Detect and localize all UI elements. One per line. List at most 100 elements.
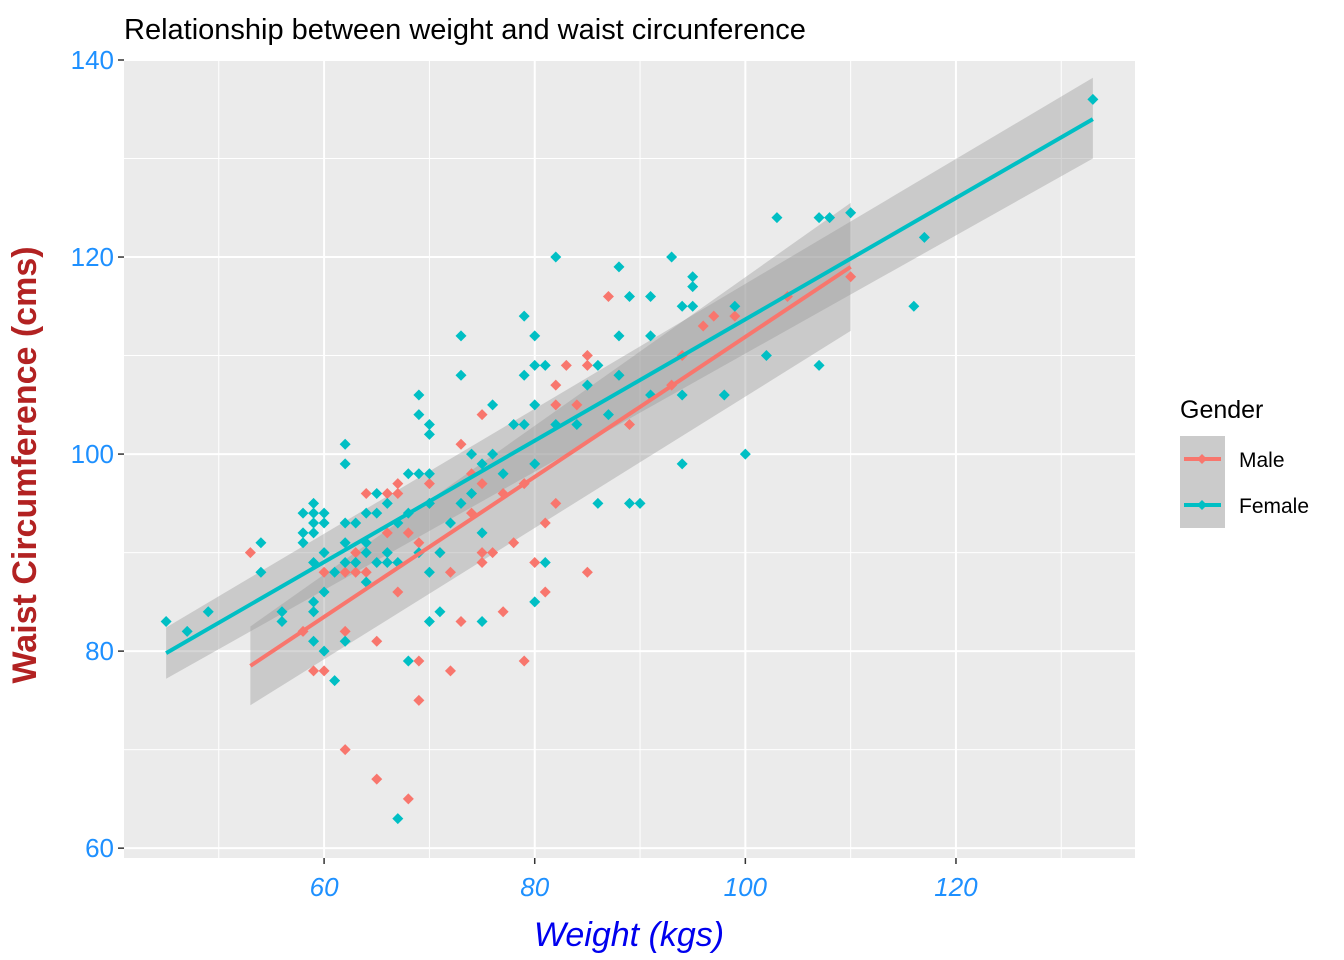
legend-title: Gender <box>1180 396 1263 424</box>
data-point-female <box>613 261 625 273</box>
data-point-male <box>244 547 256 559</box>
data-point-female <box>529 359 541 371</box>
data-point-male <box>539 586 551 598</box>
data-point-female <box>529 458 541 470</box>
data-point-male <box>402 793 414 805</box>
data-point-female <box>487 448 499 460</box>
data-point-female <box>413 409 425 421</box>
data-point-female <box>602 409 614 421</box>
legend: Gender Male Female <box>1180 396 1309 528</box>
data-point-female <box>318 507 330 519</box>
data-point-female <box>350 556 362 568</box>
y-tick-label: 80 <box>85 636 114 666</box>
data-point-female <box>350 517 362 529</box>
data-point-female <box>613 330 625 342</box>
data-point-female <box>297 537 309 549</box>
data-point-female <box>392 813 404 825</box>
data-point-female <box>760 350 772 362</box>
data-point-female <box>297 507 309 519</box>
data-point-female <box>581 379 593 391</box>
data-point-male <box>487 547 499 559</box>
data-point-female <box>918 231 930 243</box>
data-point-female <box>339 438 351 450</box>
data-point-male <box>845 271 857 283</box>
data-point-female <box>518 419 530 431</box>
data-point-female <box>308 517 320 529</box>
data-point-female <box>255 537 267 549</box>
data-point-female <box>308 497 320 509</box>
data-point-male <box>476 409 488 421</box>
data-point-female <box>476 458 488 470</box>
data-point-male <box>371 773 383 785</box>
data-point-male <box>560 359 572 371</box>
data-point-female <box>434 547 446 559</box>
data-point-male <box>371 635 383 647</box>
data-point-male <box>624 419 635 431</box>
data-point-male <box>392 586 404 598</box>
data-point-female <box>371 556 383 568</box>
data-point-female <box>339 458 351 470</box>
data-point-male <box>476 556 488 568</box>
data-point-female <box>413 468 425 480</box>
data-point-female <box>339 517 351 529</box>
data-point-female <box>666 251 678 263</box>
data-point-female <box>381 497 393 509</box>
data-point-female <box>571 419 583 431</box>
data-point-female <box>676 300 688 312</box>
data-point-male <box>381 487 393 499</box>
y-tick-label: 100 <box>71 439 114 469</box>
data-point-female <box>318 586 330 598</box>
data-point-female <box>455 330 467 342</box>
x-tick-label: 120 <box>934 872 978 902</box>
data-point-female <box>360 547 372 559</box>
data-point-male <box>539 517 551 529</box>
data-point-male <box>339 744 351 756</box>
data-point-male <box>518 655 530 667</box>
y-axis-label: Waist Circumference (cms) <box>6 246 44 683</box>
data-point-female <box>381 556 393 568</box>
data-point-female <box>308 606 320 618</box>
data-point-male <box>413 694 425 706</box>
data-point-male <box>308 665 320 677</box>
data-point-female <box>687 300 699 312</box>
data-point-female <box>423 419 435 431</box>
data-point-male <box>729 310 741 322</box>
data-point-female <box>529 330 541 342</box>
data-point-female <box>339 537 351 549</box>
data-point-male <box>360 566 372 578</box>
data-point-female <box>423 468 435 480</box>
data-point-female <box>729 300 741 312</box>
data-point-female <box>381 547 393 559</box>
data-point-male <box>529 556 541 568</box>
data-point-female <box>339 556 351 568</box>
legend-label-male: Male <box>1239 449 1285 472</box>
fit-lines <box>165 117 1094 668</box>
x-tick-label: 60 <box>310 872 339 902</box>
data-point-female <box>318 547 330 559</box>
data-point-male <box>318 665 330 677</box>
data-point-male <box>402 527 414 539</box>
data-point-female <box>539 556 551 568</box>
data-point-female <box>413 389 425 401</box>
data-point-female <box>371 507 383 519</box>
data-point-female <box>613 369 625 381</box>
data-point-male <box>339 625 351 637</box>
x-axis: 60 80 100 120 <box>310 858 978 902</box>
data-point-female <box>624 290 635 302</box>
data-point-female <box>423 616 435 628</box>
data-point-female <box>539 359 551 371</box>
data-point-male <box>581 359 593 371</box>
fit-line-male <box>249 265 852 668</box>
data-point-male <box>581 350 593 362</box>
fit-line-female <box>165 117 1094 655</box>
data-point-female <box>824 212 836 224</box>
data-point-male <box>381 527 393 539</box>
data-point-female <box>1087 93 1099 105</box>
data-point-female <box>402 468 414 480</box>
data-point-male <box>455 616 467 628</box>
data-point-male <box>423 478 435 490</box>
data-point-female <box>487 399 499 411</box>
data-point-female <box>466 487 478 499</box>
x-axis-label: Weight (kgs) <box>534 916 724 954</box>
